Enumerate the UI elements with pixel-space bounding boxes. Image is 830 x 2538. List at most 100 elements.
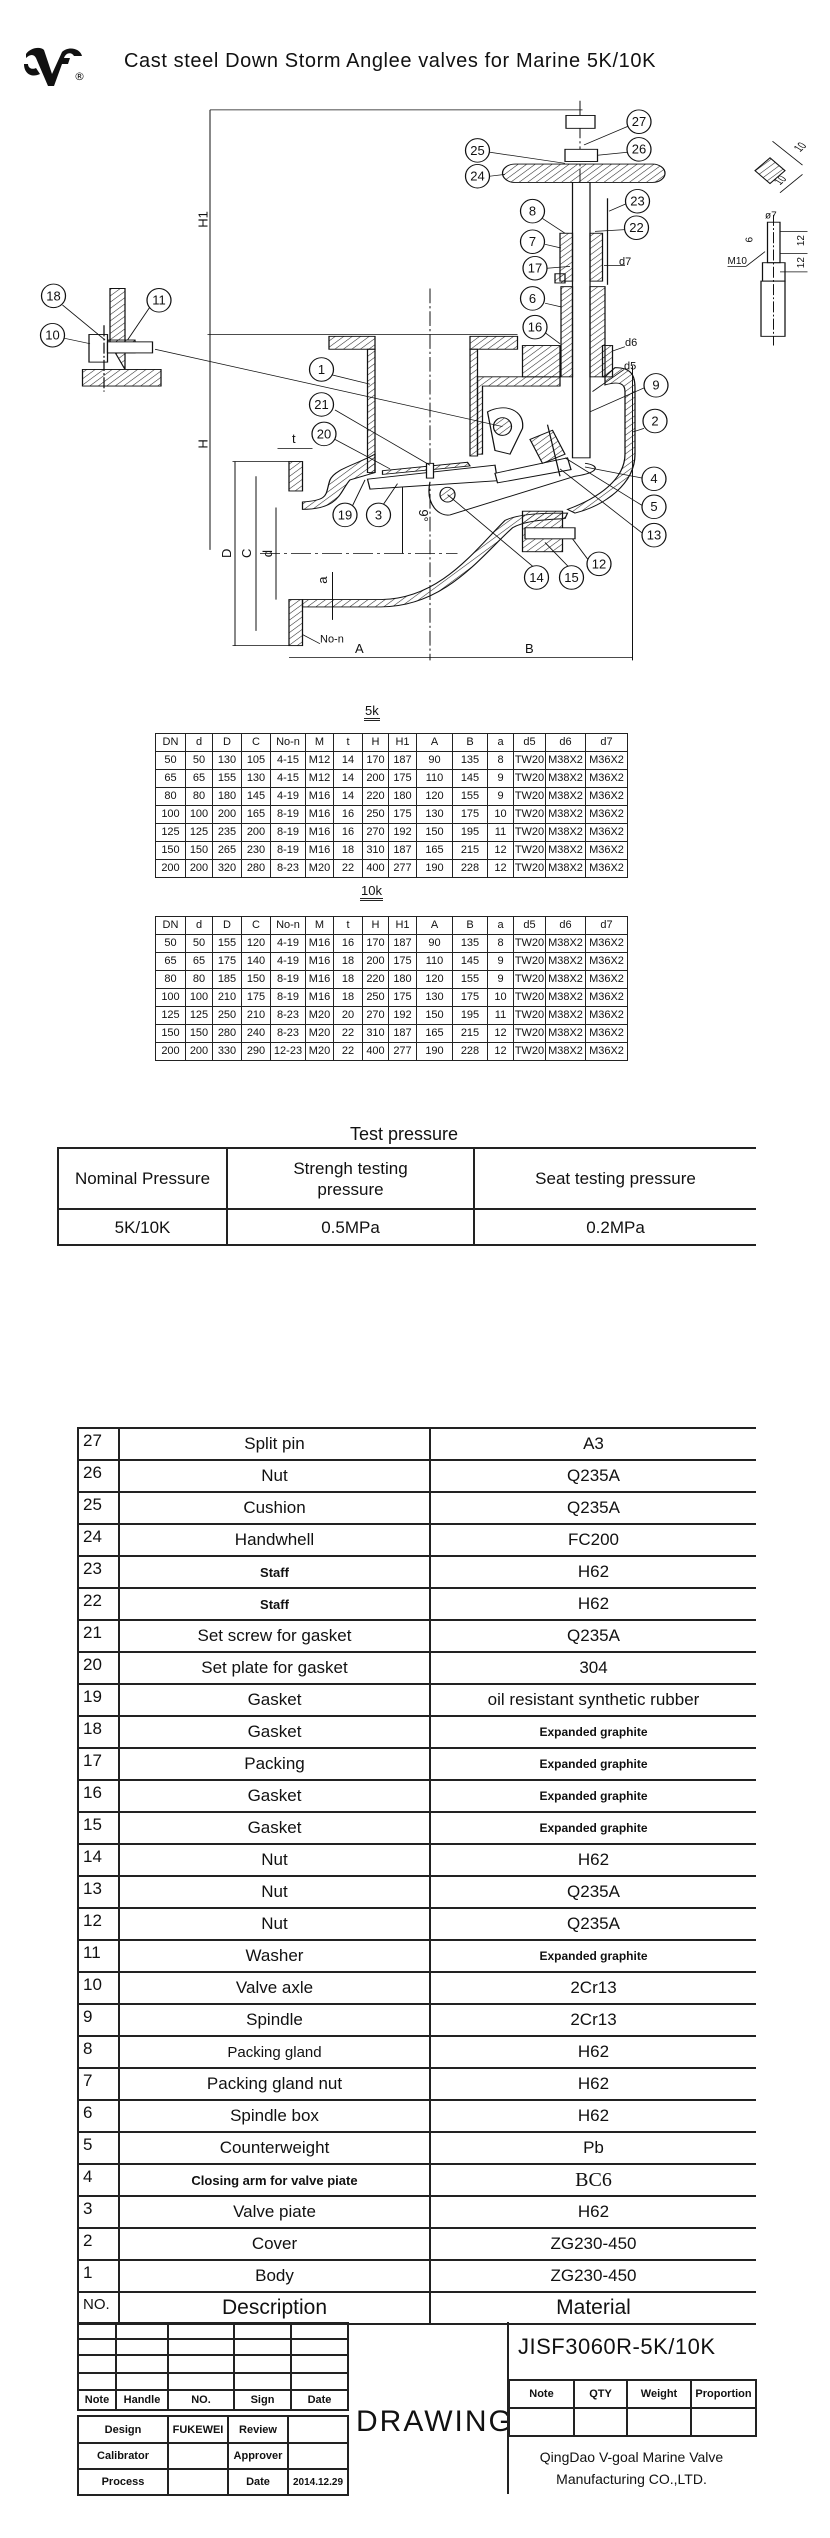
table-cell: 215	[452, 841, 488, 860]
part-number: 25	[77, 1491, 119, 1525]
column-header: t	[333, 916, 363, 935]
table-cell: 145	[452, 769, 488, 788]
part-description: Nut	[118, 1843, 430, 1877]
part-material: A3	[429, 1427, 756, 1461]
table-cell: M12	[305, 769, 334, 788]
part-balloon-circle	[522, 255, 548, 281]
part-number: 10	[77, 1971, 119, 2005]
table-cell: 175	[241, 988, 271, 1007]
table-cell: 11	[487, 823, 514, 842]
part-balloon-circle	[519, 198, 546, 224]
table-cell: 155	[212, 934, 242, 953]
part-description: Set plate for gasket	[118, 1651, 430, 1685]
table-cell: M36X2	[585, 769, 628, 788]
parts-row: 16 Gasket Expanded graphite	[77, 1779, 756, 1813]
table-cell: 65	[185, 769, 213, 788]
table-cell: 190	[416, 859, 453, 878]
table-cell: 4-15	[270, 751, 306, 770]
process-label: Process	[77, 2468, 169, 2496]
table-cell: M36X2	[585, 805, 628, 824]
table-cell: 175	[388, 769, 417, 788]
date-label: Date	[227, 2468, 289, 2496]
table-cell: 210	[212, 988, 242, 1007]
table-cell: 100	[185, 988, 213, 1007]
table-cell: 150	[416, 1006, 453, 1025]
table-row: 80 80 180 145 4-19 M16 14 220 180 120 155 9 TW20 M38X…	[155, 787, 628, 806]
table-cell: 65	[155, 769, 186, 788]
table-cell: 155	[452, 787, 488, 806]
part-balloon-number: 19	[338, 507, 352, 522]
revision-table: Note Handle NO. Sign Date	[77, 2322, 349, 2411]
table-cell: 175	[452, 988, 488, 1007]
parts-row: 23 Staff H62	[77, 1555, 756, 1589]
material-header: Material	[429, 2291, 756, 2325]
column-header: d5	[513, 916, 546, 935]
part-balloon-circle	[464, 138, 491, 163]
parts-row: 3 Valve piate H62	[77, 2195, 756, 2229]
table-cell: M38X2	[545, 1042, 586, 1061]
header-strength-testing: Strengh testing pressure	[226, 1147, 474, 1210]
column-header: A	[416, 733, 453, 752]
part-balloon-number: 13	[647, 528, 661, 543]
page-title: Cast steel Down Storm Anglee valves for …	[124, 50, 657, 72]
table-row: 80 80 185 150 8-19 M16 18 220 180 120 155 9 TW20 M38X…	[155, 970, 628, 989]
table-cell: 8-19	[270, 823, 306, 842]
table-cell: TW20	[513, 1042, 546, 1061]
part-material: H62	[429, 1587, 756, 1621]
table-cell: 230	[241, 841, 271, 860]
part-description: Cushion	[118, 1491, 430, 1525]
part-balloon-circle	[641, 466, 667, 492]
drawing-code: JISF3060R-5K/10K	[518, 2334, 716, 2359]
table-cell: 120	[416, 787, 453, 806]
parts-list-table: 27 Split pin A3 26 Nut Q235A 25 Cushion Q235A 24 H…	[77, 1427, 756, 2325]
table-cell: 145	[452, 952, 488, 971]
part-balloon-circle	[308, 392, 335, 417]
part-balloon-circle	[332, 502, 358, 528]
parts-row: 20 Set plate for gasket 304	[77, 1651, 756, 1685]
table-cell: 125	[155, 823, 186, 842]
table-cell: 50	[185, 751, 213, 770]
table-cell: 135	[452, 751, 488, 770]
proportion-header: Proportion	[690, 2379, 757, 2409]
table-cell: 310	[362, 1024, 389, 1043]
table-row: 65 65 155 130 4-15 M12 14 200 175 110 145 9 TW20 M38X…	[155, 769, 628, 788]
table-cell: 187	[388, 1024, 417, 1043]
parts-row: 4 Closing arm for valve piate BC6	[77, 2163, 756, 2197]
table-cell: 9	[487, 787, 514, 806]
part-balloon-number: 3	[375, 507, 382, 522]
part-balloon-number: 14	[529, 570, 543, 585]
table-cell: M16	[305, 988, 334, 1007]
table-cell: M38X2	[545, 1024, 586, 1043]
dim-label-d5: d5	[624, 360, 636, 372]
part-balloon-number: 2	[651, 413, 658, 428]
part-balloon-number: 5	[650, 499, 657, 514]
table-cell: 200	[155, 859, 186, 878]
table-cell: 165	[416, 1024, 453, 1043]
part-balloon-number: 24	[470, 169, 484, 184]
table-cell: M38X2	[545, 859, 586, 878]
parts-row: 1 Body ZG230-450	[77, 2259, 756, 2293]
table-cell: 4-19	[270, 787, 306, 806]
part-balloon-circle	[641, 494, 667, 520]
table-cell: M16	[305, 823, 334, 842]
part-balloon-number: 10	[45, 328, 59, 343]
part-material: ZG230-450	[429, 2259, 756, 2293]
table-cell: 100	[185, 805, 213, 824]
dim-label-d6: d6	[625, 337, 637, 349]
note-header: Note	[77, 2389, 117, 2411]
parts-row: 9 Spindle 2Cr13	[77, 2003, 756, 2037]
test-pressure-title: Test pressure	[350, 1124, 459, 1144]
parts-row: 7 Packing gland nut H62	[77, 2067, 756, 2101]
column-header: M	[305, 733, 334, 752]
part-description: Cover	[118, 2227, 430, 2261]
table-cell: 175	[212, 952, 242, 971]
date-header: Date	[290, 2389, 349, 2411]
table-cell: 228	[452, 1042, 488, 1061]
table-cell: 135	[452, 934, 488, 953]
table-cell: 175	[452, 805, 488, 824]
table-cell: 22	[333, 1042, 363, 1061]
part-material: Q235A	[429, 1491, 756, 1525]
table-row: 100 100 200 165 8-19 M16 16 250 175 130 175 10 TW20 M…	[155, 805, 628, 824]
